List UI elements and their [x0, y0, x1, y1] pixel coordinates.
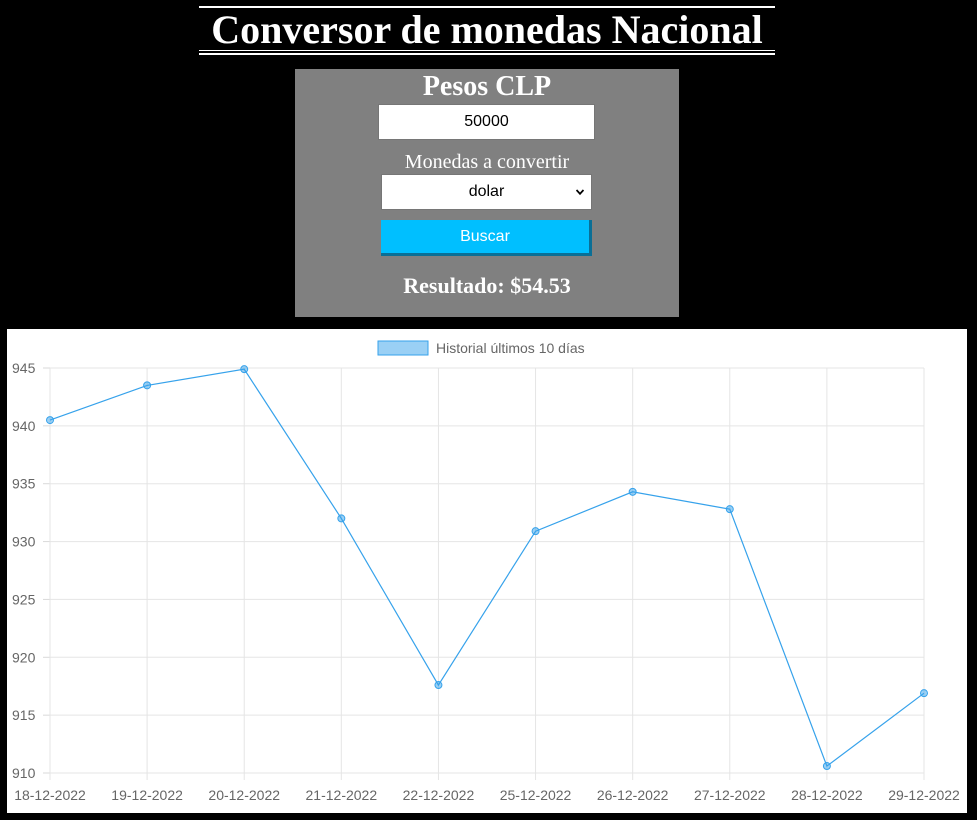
history-chart-svg: Historial últimos 10 días 945 940 935 930 92… — [12, 340, 960, 803]
x-tick-label: 27-12-2022 — [694, 787, 766, 803]
y-tick-label: 910 — [12, 765, 36, 781]
result-text: Resultado: $54.53 — [403, 273, 571, 298]
currency-select[interactable]: dolar — [381, 174, 592, 210]
currency-select-value: dolar — [468, 183, 505, 200]
data-point[interactable] — [240, 365, 249, 374]
data-point[interactable] — [628, 487, 637, 496]
data-point[interactable] — [920, 689, 928, 698]
data-point[interactable] — [434, 681, 443, 690]
page-title: Conversor de monedas Nacional — [211, 7, 763, 52]
x-tick-label: 21-12-2022 — [306, 787, 378, 803]
x-tick-label: 18-12-2022 — [14, 787, 86, 803]
x-tick-label: 29-12-2022 — [888, 787, 960, 803]
y-tick-label: 940 — [12, 418, 36, 434]
y-tick-label: 925 — [12, 591, 36, 607]
data-point[interactable] — [725, 505, 734, 514]
series-line — [49, 368, 925, 768]
page-title-frame: Conversor de monedas Nacional — [199, 6, 775, 55]
y-axis-ticks: 945 940 935 930 925 920 915 910 — [12, 360, 36, 781]
x-tick-label: 20-12-2022 — [208, 787, 280, 803]
x-tick-label: 28-12-2022 — [791, 787, 863, 803]
chevron-down-icon — [576, 189, 584, 196]
y-tick-label: 945 — [12, 360, 36, 376]
data-point[interactable] — [46, 416, 54, 425]
history-chart: Historial últimos 10 días 945 940 935 930 92… — [7, 329, 967, 813]
data-point[interactable] — [531, 527, 540, 536]
data-point[interactable] — [822, 762, 831, 771]
y-tick-label: 930 — [12, 534, 36, 550]
chart-series — [46, 365, 928, 771]
y-tick-label: 915 — [12, 707, 36, 723]
x-tick-label: 25-12-2022 — [500, 787, 572, 803]
data-point[interactable] — [143, 381, 152, 390]
converter-heading: Pesos CLP — [422, 71, 552, 102]
legend-swatch — [377, 340, 429, 356]
chart-grid — [43, 367, 925, 780]
y-tick-label: 920 — [12, 649, 36, 665]
data-point[interactable] — [337, 514, 346, 523]
amount-input[interactable] — [378, 104, 595, 140]
x-tick-label: 19-12-2022 — [111, 787, 183, 803]
legend-label: Historial últimos 10 días — [436, 340, 585, 356]
currency-select-label: Monedas a convertir — [404, 151, 570, 173]
x-tick-label: 26-12-2022 — [597, 787, 669, 803]
converter-panel: Pesos CLP Monedas a convertir dolar Busc… — [295, 69, 679, 317]
x-axis-ticks: 18-12-2022 19-12-2022 20-12-2022 21-12-2022… — [14, 787, 960, 803]
search-button[interactable]: Buscar — [381, 220, 592, 256]
y-tick-label: 935 — [12, 476, 36, 492]
x-tick-label: 22-12-2022 — [403, 787, 475, 803]
chart-legend[interactable]: Historial últimos 10 días — [377, 340, 585, 356]
